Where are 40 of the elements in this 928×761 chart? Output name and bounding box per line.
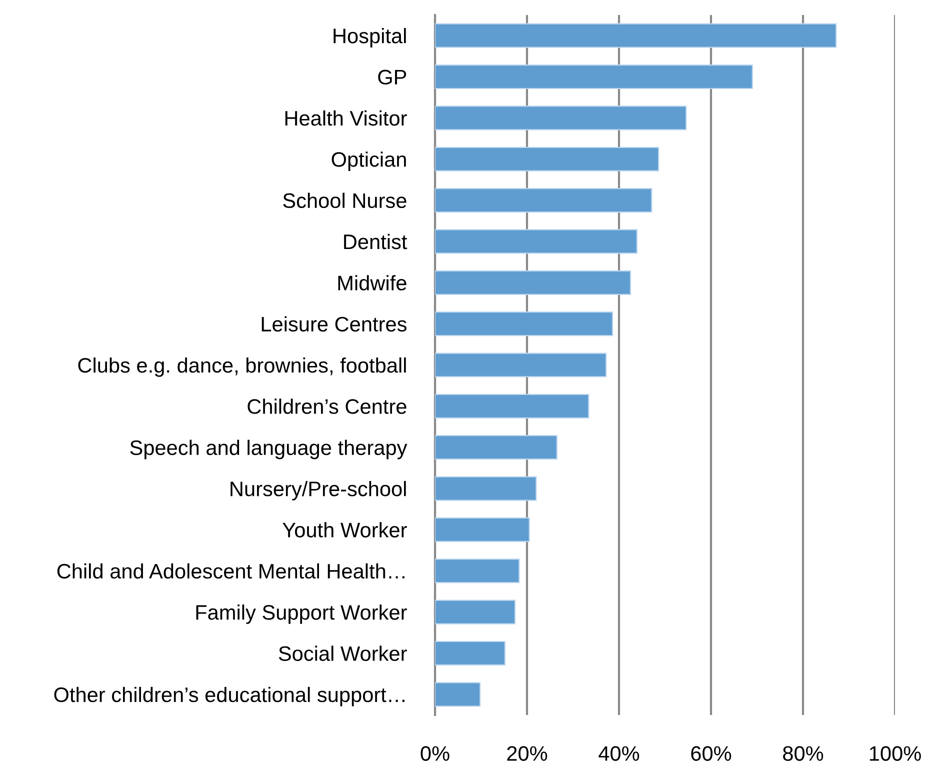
bar — [435, 106, 687, 130]
y-tick-label: Family Support Worker — [196, 604, 407, 624]
y-tick-label: Speech and language therapy — [130, 440, 408, 460]
y-tick-label: Hospital — [334, 28, 406, 48]
y-tick-label: Dentist — [344, 234, 408, 250]
x-tick-label: 60% — [691, 746, 732, 761]
bar — [435, 558, 520, 584]
y-tick-label: Social Worker — [278, 646, 407, 661]
x-tick-label: 20% — [507, 746, 548, 761]
bar — [435, 64, 753, 90]
bar — [435, 640, 506, 666]
bar — [435, 517, 530, 542]
bar — [435, 270, 632, 295]
y-tick-label: Leisure Centres — [262, 316, 406, 332]
bar — [435, 312, 614, 336]
y-tick-label: School Nurse — [283, 192, 406, 208]
y-tick-label: Health Visitor — [285, 110, 407, 126]
bar — [435, 435, 558, 460]
bar — [435, 476, 537, 501]
y-tick-label: Optician — [332, 152, 406, 171]
y-tick-label: GP — [378, 70, 406, 85]
x-tick-label: 80% — [783, 746, 824, 761]
bar — [435, 229, 638, 254]
bar — [435, 23, 837, 48]
y-tick-label: Children’s Centre — [248, 398, 406, 414]
y-tick-label: Child and Adolescent Mental Health… — [57, 563, 404, 579]
y-tick-label: Midwife — [338, 275, 406, 290]
y-tick-label: Nursery/Pre-school — [230, 480, 406, 500]
y-tick-label: Youth Worker — [282, 522, 407, 538]
x-tick-label: 40% — [598, 746, 640, 761]
x-tick-label: 0% — [420, 746, 450, 761]
bar — [435, 682, 481, 707]
y-tick-label: Clubs e.g. dance, brownies, football — [78, 357, 406, 377]
y-tick-label: Other children’s educational support… — [54, 686, 404, 706]
bar — [435, 146, 660, 172]
bar — [435, 394, 590, 418]
x-tick-label: 100% — [870, 746, 921, 761]
bar — [435, 600, 516, 624]
bar — [435, 352, 607, 378]
bar — [435, 188, 652, 213]
